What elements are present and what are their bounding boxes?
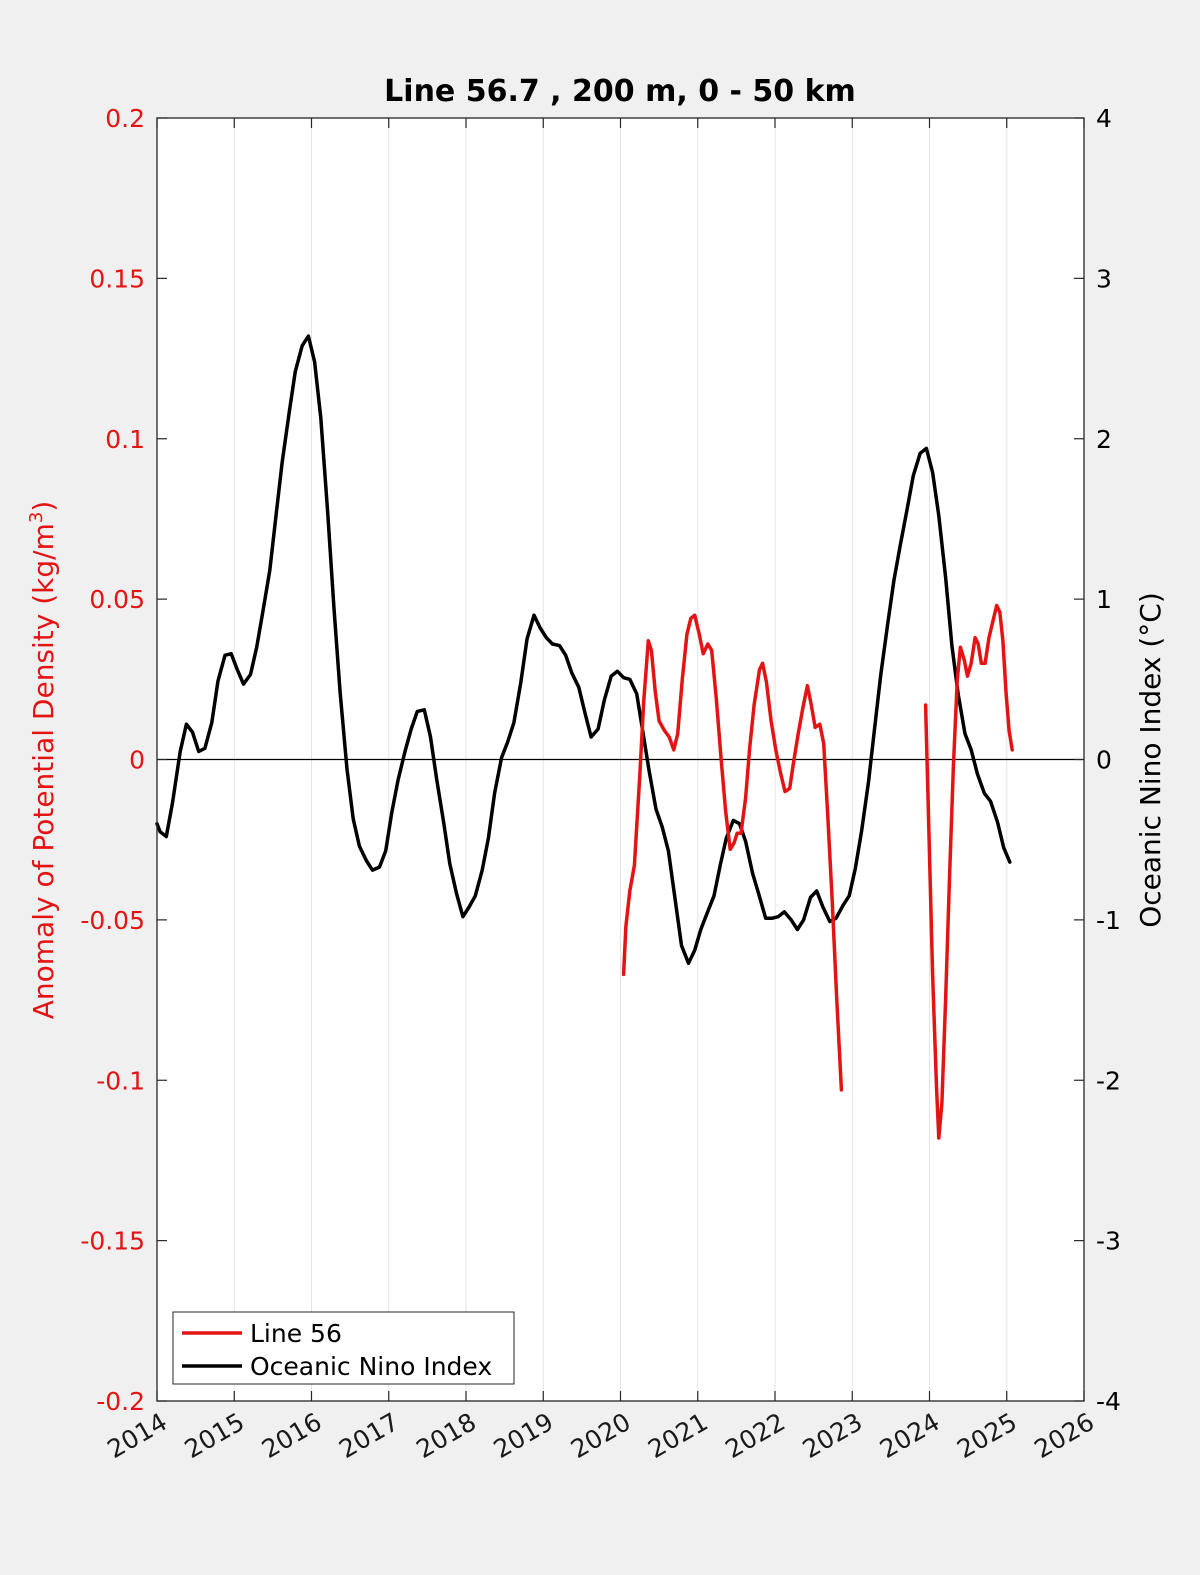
- legend-label-line-56: Line 56: [250, 1319, 342, 1348]
- y-right-tick-label: 2: [1096, 425, 1112, 454]
- series-oceanic-nino-index-segment-0: [155, 334, 1012, 965]
- y-left-tick-label: -0.05: [80, 906, 145, 935]
- series-line-56-segment-1: [923, 603, 1014, 1140]
- y-axis-left-label-superscript: 3: [26, 512, 47, 523]
- y-right-tick-label: -3: [1096, 1227, 1121, 1256]
- y-right-tick-label: 4: [1096, 104, 1112, 133]
- y-right-tick-label: 0: [1096, 746, 1112, 775]
- y-left-tick-label: 0.2: [105, 104, 145, 133]
- y-right-tick-label: -2: [1096, 1066, 1121, 1095]
- y-left-tick-label: -0.1: [96, 1066, 145, 1095]
- y-left-tick-label: 0.05: [89, 585, 145, 614]
- series-line-56-segment-0: [621, 613, 844, 1092]
- y-right-tick-label: -4: [1096, 1387, 1121, 1416]
- y-left-tick-label: 0.1: [105, 425, 145, 454]
- y-left-tick-label: 0.15: [89, 264, 145, 293]
- y-left-tick-label: -0.15: [80, 1227, 145, 1256]
- legend-box: [172, 1311, 515, 1385]
- y-right-tick-label: -1: [1096, 906, 1121, 935]
- y-axis-right-label: Oceanic Nino Index (°C): [1134, 592, 1167, 928]
- y-right-tick-label: 1: [1096, 585, 1112, 614]
- legend: Line 56 Oceanic Nino Index: [172, 1311, 515, 1385]
- y-axis-left-label-text: Anomaly of Potential Density (kg/m: [27, 523, 60, 1019]
- y-left-tick-label: -0.2: [96, 1387, 145, 1416]
- y-axis-left-label: Anomaly of Potential Density (kg/m3): [26, 501, 60, 1020]
- series-group: [155, 334, 1014, 1140]
- chart-title: Line 56.7 , 200 m, 0 - 50 km: [384, 74, 856, 109]
- y-left-tick-label: 0: [129, 746, 145, 775]
- legend-label-oni: Oceanic Nino Index: [250, 1352, 492, 1381]
- y-right-tick-label: 3: [1096, 264, 1112, 293]
- y-axis-left-label-close: ): [27, 501, 60, 512]
